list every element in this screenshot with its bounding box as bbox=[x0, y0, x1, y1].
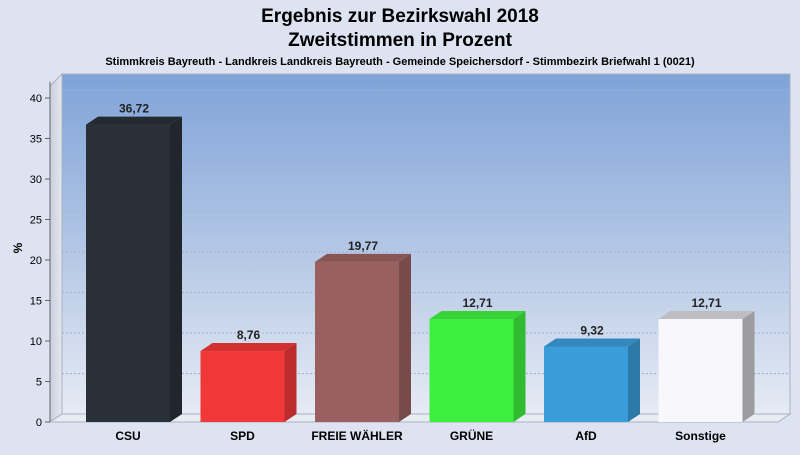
y-axis-label: % bbox=[11, 242, 25, 253]
data-label: 12,71 bbox=[691, 296, 721, 310]
bar-csu: 36,72 bbox=[86, 102, 182, 423]
bar bbox=[429, 319, 514, 422]
y-tick-label: 40 bbox=[30, 93, 42, 105]
bar-side bbox=[628, 338, 640, 422]
bar bbox=[658, 319, 743, 422]
bar-top bbox=[544, 338, 640, 347]
chart-title: Ergebnis zur Bezirkswahl 2018 bbox=[261, 6, 539, 27]
bar-sonstige: 12,71 bbox=[658, 296, 755, 422]
y-tick-label: 15 bbox=[30, 296, 42, 308]
bar-top bbox=[315, 253, 411, 262]
x-tick-label: FREIE WÄHLER bbox=[311, 428, 403, 443]
bar-top bbox=[86, 116, 182, 125]
y-tick-label: 35 bbox=[30, 134, 42, 146]
x-tick-label: AfD bbox=[575, 429, 597, 443]
bar-top bbox=[658, 311, 755, 320]
bar bbox=[315, 261, 399, 422]
x-tick-label: Sonstige bbox=[675, 429, 726, 443]
y-tick-label: 10 bbox=[30, 336, 42, 348]
bar-spd: 8,76 bbox=[200, 328, 297, 422]
data-label: 19,77 bbox=[348, 239, 378, 253]
bar-top bbox=[429, 311, 526, 320]
data-label: 12,71 bbox=[462, 296, 492, 310]
data-label: 9,32 bbox=[580, 324, 604, 338]
bar-side bbox=[284, 343, 297, 422]
bar-side bbox=[170, 116, 182, 423]
y-tick-label: 0 bbox=[36, 417, 42, 429]
bar bbox=[200, 351, 285, 422]
bar bbox=[86, 124, 170, 423]
chart-subtitle: Zweitstimmen in Prozent bbox=[288, 30, 512, 51]
y-tick-label: 20 bbox=[30, 255, 42, 267]
grid-layer bbox=[62, 89, 790, 374]
bar-side bbox=[399, 253, 411, 422]
y-tick-label: 30 bbox=[30, 174, 42, 186]
bar-side bbox=[742, 311, 755, 422]
data-label: 8,76 bbox=[237, 328, 261, 342]
data-label: 36,72 bbox=[119, 102, 149, 116]
y-axis: 0 5 10 15 20 25 30 35 40 bbox=[30, 81, 51, 429]
bar-gr-ne: 12,71 bbox=[429, 296, 526, 422]
x-axis: CSU SPD FREIE WÄHLER GRÜNE AfD Sonstige bbox=[115, 428, 726, 443]
bar-side bbox=[513, 311, 526, 422]
bar-afd: 9,32 bbox=[544, 324, 640, 422]
chart-caption: Stimmkreis Bayreuth - Landkreis Landkrei… bbox=[105, 56, 695, 68]
bar-freie-w-hler: 19,77 bbox=[315, 239, 411, 422]
y-tick-label: 5 bbox=[36, 377, 42, 389]
plot-side-wall bbox=[49, 72, 63, 423]
bar-top bbox=[200, 343, 297, 352]
x-tick-label: CSU bbox=[115, 429, 140, 443]
bar bbox=[544, 346, 628, 422]
bars-layer: 36,72 8,76 19,77 12,71 9,32 12,71 bbox=[86, 102, 755, 423]
x-tick-label: GRÜNE bbox=[450, 428, 493, 443]
y-tick-label: 25 bbox=[30, 215, 42, 227]
x-tick-label: SPD bbox=[230, 429, 255, 443]
